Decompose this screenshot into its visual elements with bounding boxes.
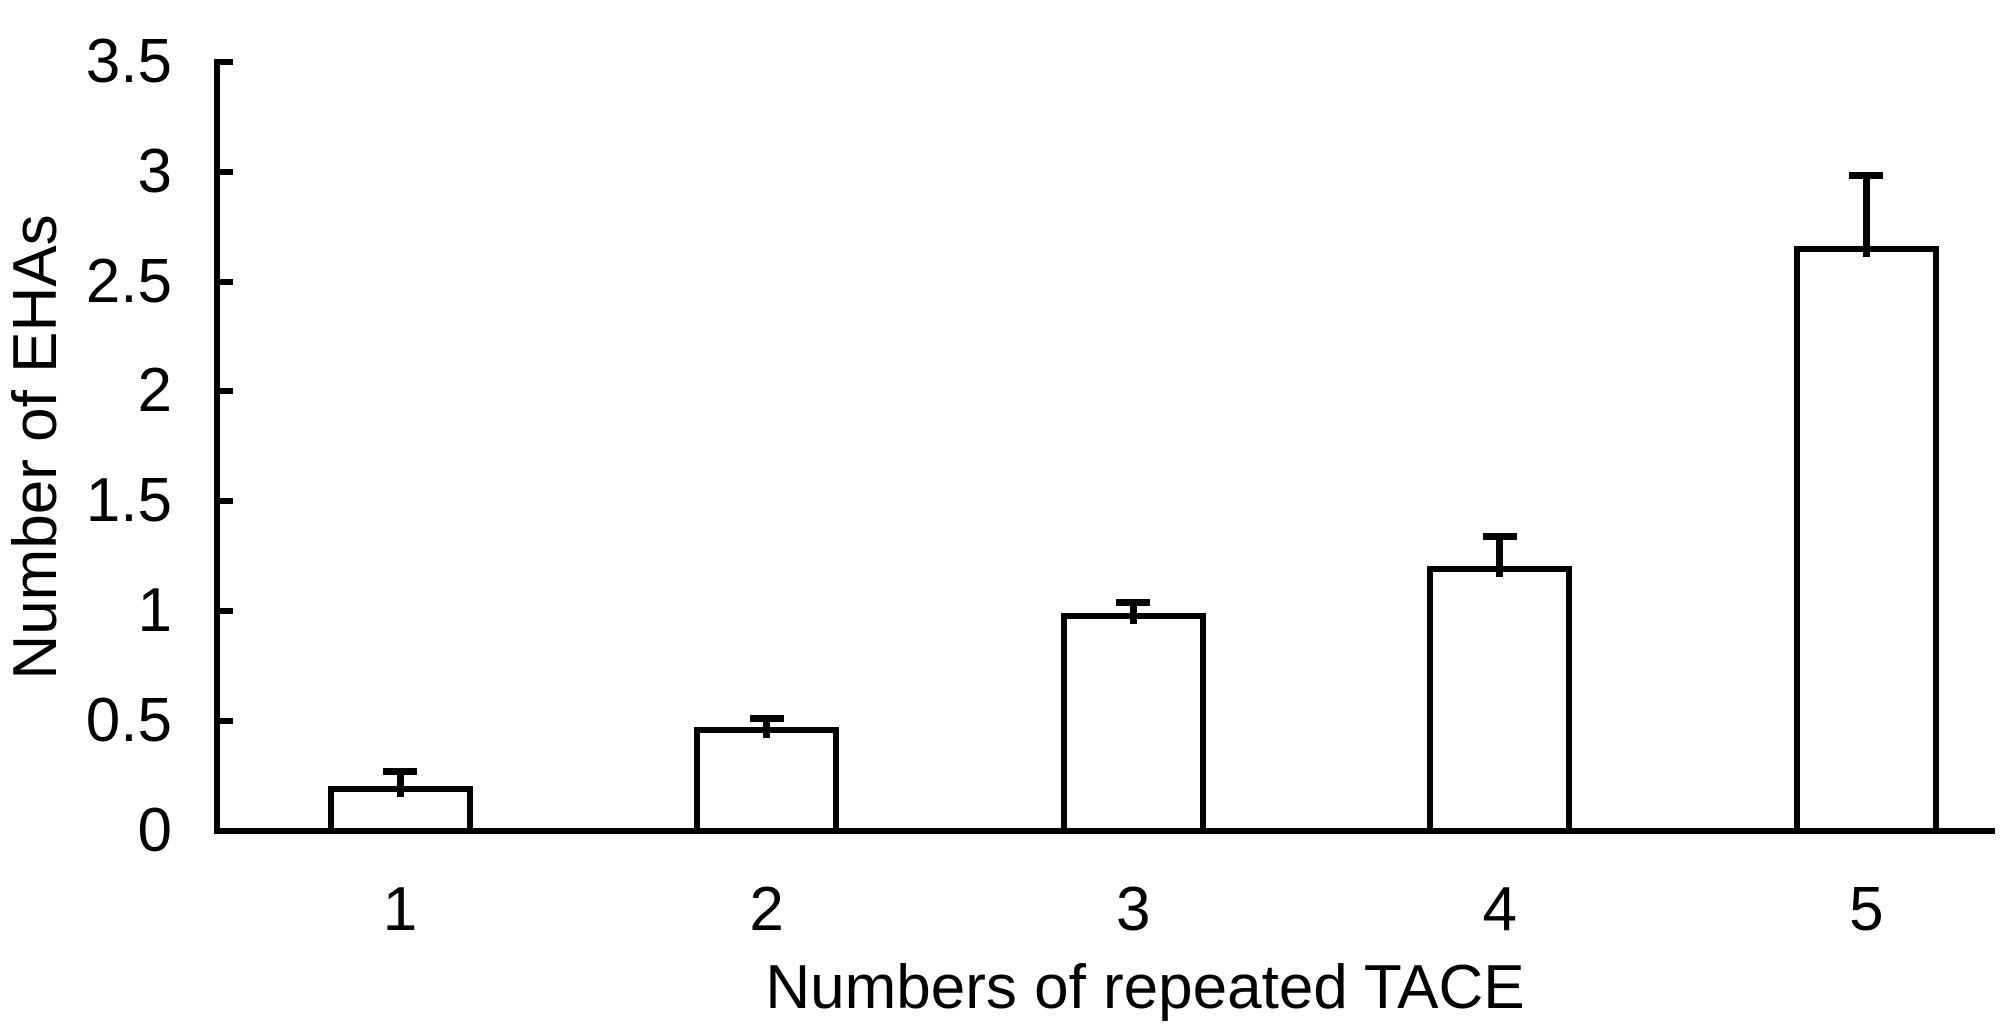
error-bar-stem — [1129, 602, 1137, 624]
y-tick-label: 3.5 — [85, 26, 172, 96]
bar — [1427, 566, 1573, 834]
y-tick-label: 0 — [137, 796, 172, 865]
error-bar-stem — [1496, 536, 1504, 578]
error-bar-cap — [1849, 172, 1884, 180]
x-category-label: 1 — [382, 875, 418, 944]
y-tick — [217, 58, 233, 65]
bar — [1060, 612, 1206, 834]
y-tick-label: 1.5 — [85, 466, 172, 536]
y-tick — [217, 718, 233, 725]
y-tick — [217, 388, 233, 395]
error-bar-stem — [763, 718, 771, 738]
bar — [1793, 245, 1939, 834]
error-bar-cap — [383, 768, 417, 776]
x-category-label: 4 — [1482, 875, 1518, 944]
error-bar-cap — [1116, 598, 1151, 606]
y-axis-title: Number of EHAs — [1, 214, 70, 680]
x-category-label: 5 — [1849, 875, 1884, 944]
y-tick-label: 2.5 — [85, 246, 172, 316]
y-tick — [217, 168, 233, 175]
y-tick — [217, 608, 233, 615]
y-tick — [217, 498, 233, 505]
error-bar-stem — [1862, 175, 1870, 257]
x-axis-title: Numbers of repeated TACE — [765, 953, 1525, 1022]
y-tick-label: 0.5 — [85, 686, 172, 756]
x-category-label: 2 — [749, 875, 784, 944]
y-tick-label: 1 — [137, 576, 172, 646]
error-bar-cap — [749, 715, 784, 723]
y-tick-label: 3 — [137, 136, 172, 206]
y-tick — [217, 278, 233, 285]
error-bar-stem — [396, 771, 404, 798]
bar — [694, 726, 840, 834]
x-category-label: 3 — [1115, 875, 1151, 944]
y-axis-line — [214, 58, 220, 834]
y-tick-label: 2 — [137, 356, 172, 426]
error-bar-cap — [1482, 532, 1517, 540]
